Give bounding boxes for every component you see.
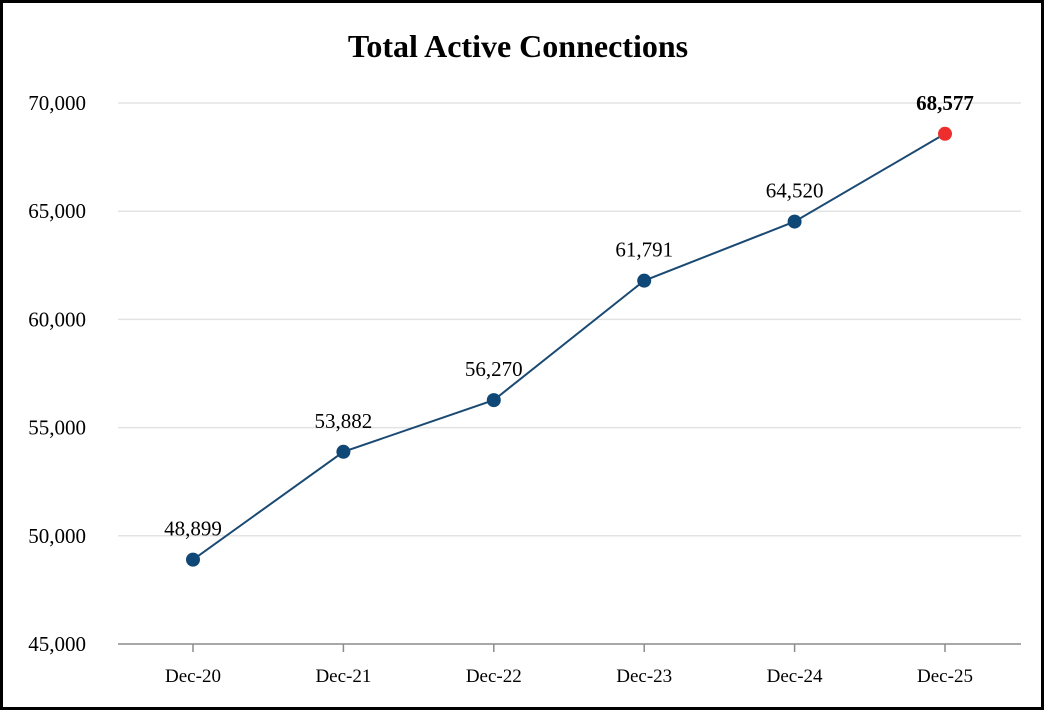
data-point [336, 444, 351, 459]
x-tick-label: Dec-24 [767, 666, 823, 687]
data-labels: 48,899 53,882 56,270 61,791 64,520 68,577 [164, 91, 974, 541]
data-label: 53,882 [315, 409, 373, 433]
y-tick-label: 65,000 [28, 199, 86, 223]
x-tick-label: Dec-23 [616, 666, 672, 687]
y-tick-label: 55,000 [28, 416, 86, 440]
line-chart: Total Active Connections 45,000 50,000 55,… [28, 28, 1021, 687]
series-line [192, 132, 946, 561]
highlight-point [938, 126, 952, 141]
y-tick-label: 60,000 [28, 307, 86, 331]
y-tick-label: 70,000 [28, 91, 86, 115]
axes: 45,000 50,000 55,000 60,000 65,000 70,000 Dec-… [28, 91, 1021, 687]
x-tick-label: Dec-20 [165, 666, 221, 687]
x-tick-label: Dec-21 [315, 666, 371, 687]
data-label: 61,791 [615, 238, 673, 262]
y-tick-label: 45,000 [28, 632, 86, 656]
data-point [486, 393, 501, 408]
data-label: 56,270 [465, 357, 523, 381]
x-tick-label: Dec-25 [917, 666, 973, 687]
y-tick-label: 50,000 [28, 524, 86, 548]
data-point [637, 273, 652, 288]
data-label: 68,577 [916, 91, 974, 115]
gridlines [118, 102, 1021, 537]
x-tick-label: Dec-22 [466, 666, 522, 687]
data-point [186, 552, 200, 567]
chart-title: Total Active Connections [348, 28, 688, 64]
data-label: 64,520 [766, 179, 824, 203]
data-label: 48,899 [164, 517, 222, 541]
series [186, 126, 952, 567]
data-point [787, 214, 802, 229]
